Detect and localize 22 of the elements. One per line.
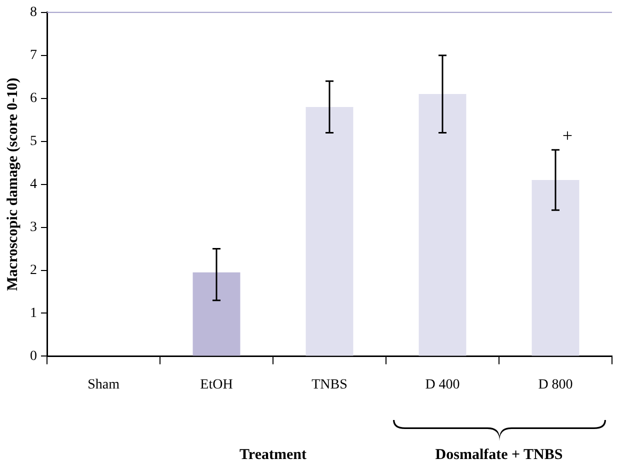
annotation: +	[562, 126, 573, 146]
y-tick-label: 2	[30, 262, 37, 278]
x-tick-label: EtOH	[200, 377, 233, 392]
bar	[418, 94, 466, 356]
y-tick-label: 8	[30, 5, 37, 20]
y-tick-label: 7	[30, 48, 37, 64]
text: Dosmalfate + TNBS	[435, 447, 563, 463]
y-tick-label: 1	[30, 306, 37, 321]
y-axis-title: Macroscopic damage (score 0-10)	[4, 78, 21, 291]
bar	[192, 272, 240, 356]
x-tick-label: D 800	[538, 377, 573, 392]
x-tick-label: D 400	[425, 377, 460, 392]
bar	[532, 180, 580, 356]
y-tick-label: 0	[30, 348, 37, 364]
bar	[306, 106, 354, 356]
x-tick-label: Sham	[88, 377, 120, 392]
y-tick-label: 4	[30, 176, 37, 192]
y-tick-label: 5	[30, 134, 37, 149]
y-tick-label: 3	[30, 220, 37, 235]
x-axis-title: Treatment	[240, 447, 306, 463]
x-tick-label: TNBS	[312, 377, 348, 392]
y-tick-label: 6	[30, 91, 37, 106]
